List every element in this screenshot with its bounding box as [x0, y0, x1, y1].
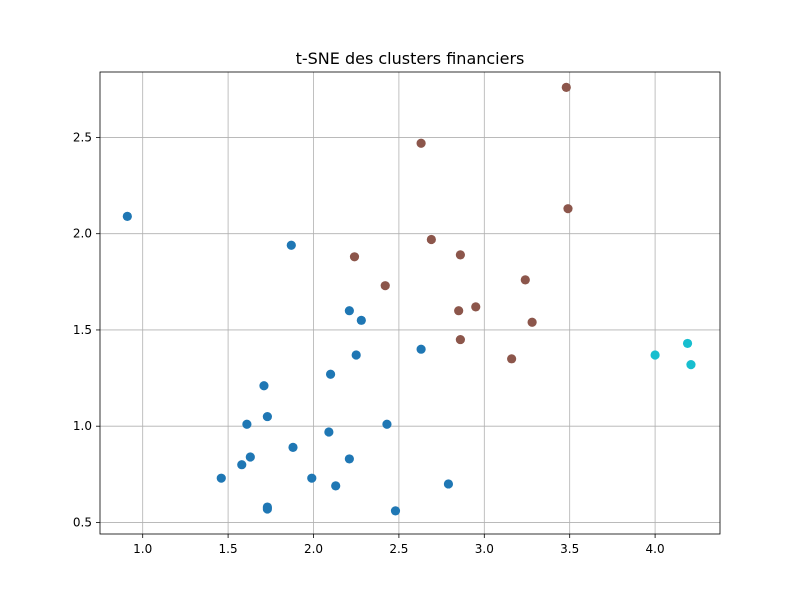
data-point — [286, 240, 296, 250]
data-point — [682, 338, 693, 349]
x-tick-label: 2.5 — [389, 542, 408, 556]
data-point — [686, 360, 696, 370]
data-point — [455, 334, 465, 345]
data-point — [288, 442, 298, 452]
data-point — [650, 350, 660, 360]
data-point — [351, 350, 361, 360]
data-point — [262, 504, 272, 514]
data-point — [349, 252, 360, 262]
data-point — [344, 306, 354, 316]
data-point — [416, 138, 426, 148]
axis-ticks: 1.0 1.5 2.0 2.5 3.0 3.5 4.0 0.5 1.0 1.5 2.0 2.5 — [73, 130, 665, 556]
data-point — [507, 354, 517, 364]
data-point — [262, 411, 272, 422]
data-point — [454, 306, 464, 316]
data-point — [331, 481, 341, 491]
x-tick-label: 3.0 — [475, 542, 494, 556]
data-point — [382, 419, 392, 429]
data-point — [245, 452, 255, 462]
data-point — [356, 315, 366, 325]
data-point — [390, 506, 401, 516]
data-point — [380, 281, 390, 291]
data-point — [242, 419, 252, 429]
y-tick-label: 2.5 — [73, 130, 92, 144]
chart-title: t-SNE des clusters financiers — [296, 49, 525, 68]
data-point — [443, 479, 454, 489]
data-points — [122, 82, 696, 516]
x-tick-label: 4.0 — [646, 542, 665, 556]
data-point — [259, 381, 269, 391]
data-point — [471, 302, 481, 312]
y-tick-label: 2.0 — [73, 227, 92, 241]
data-point — [307, 473, 317, 483]
data-point — [324, 427, 334, 437]
data-point — [527, 317, 537, 327]
data-point — [325, 369, 336, 379]
y-tick-label: 1.5 — [73, 323, 92, 337]
x-tick-label: 2.0 — [304, 542, 323, 556]
data-point — [563, 204, 573, 214]
x-tick-label: 3.5 — [560, 542, 579, 556]
data-point — [426, 234, 436, 245]
data-point — [416, 344, 426, 354]
axes-frame — [99, 71, 721, 535]
data-point — [455, 250, 465, 260]
data-point — [122, 211, 132, 221]
x-tick-label: 1.5 — [219, 542, 238, 556]
grid — [100, 72, 720, 534]
y-tick-label: 1.0 — [73, 419, 92, 433]
data-point — [561, 82, 571, 92]
data-point — [237, 460, 247, 470]
x-tick-label: 1.0 — [133, 542, 152, 556]
data-point — [216, 473, 226, 483]
data-point — [344, 454, 354, 464]
data-point — [520, 275, 530, 285]
y-tick-label: 0.5 — [73, 515, 92, 529]
